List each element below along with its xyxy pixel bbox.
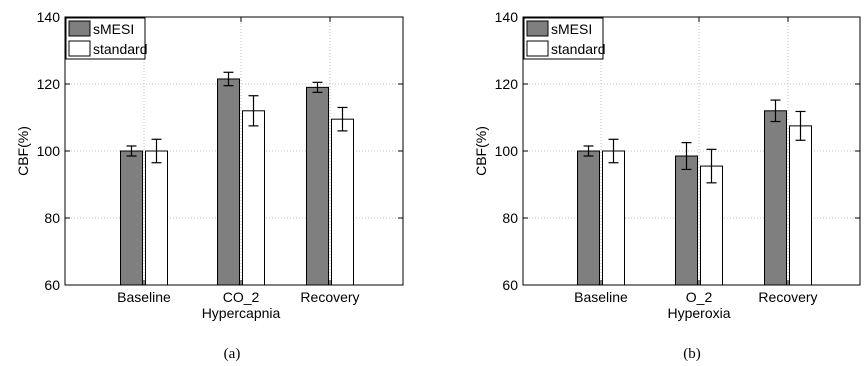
y-tick-label: 120 — [495, 76, 519, 92]
y-axis-label: CBF(%) — [473, 126, 489, 176]
y-tick-label: 120 — [37, 76, 61, 92]
y-tick-label: 100 — [37, 143, 61, 159]
legend: sMESI standard — [65, 17, 147, 60]
error-bar-standard-Recovery — [795, 110, 806, 141]
bar-standard-CO_2 — [242, 110, 265, 286]
legend-label-standard: standard — [551, 41, 605, 57]
error-bar-sMESI-CO_2 — [223, 71, 234, 87]
chart-panel-1: 60 80 100 120 140 Baseline CO_2 Recovery Hyperca… — [15, 9, 404, 362]
y-tick-label: 80 — [44, 210, 60, 226]
x-tick-label: Baseline — [574, 289, 628, 305]
y-tick-label: 100 — [495, 143, 519, 159]
y-tick-label: 60 — [44, 277, 60, 293]
error-bar-sMESI-Recovery — [312, 81, 323, 93]
y-tick-label: 140 — [37, 9, 61, 25]
x-tick-label: Recovery — [300, 289, 359, 305]
bar-standard-Recovery — [789, 125, 812, 286]
panel-caption: (b) — [683, 346, 701, 362]
x-tick-label: CO_2 — [223, 289, 260, 305]
legend-label-standard: standard — [93, 41, 147, 57]
legend-swatch-standard — [526, 40, 549, 57]
bar-sMESI-Baseline — [577, 150, 600, 286]
bar-standard-Baseline — [602, 150, 625, 286]
bar-standard-O_2 — [700, 165, 723, 286]
error-bar-sMESI-Baseline — [583, 145, 594, 157]
legend: sMESI standard — [523, 17, 605, 60]
y-tick-label: 140 — [495, 9, 519, 25]
x-tick-label: O_2 — [686, 289, 713, 305]
legend-swatch-sMESI — [526, 20, 549, 37]
x-tick-label: Recovery — [758, 289, 817, 305]
error-bar-sMESI-Recovery — [770, 99, 781, 123]
error-bar-standard-CO_2 — [248, 95, 259, 127]
error-bar-standard-Baseline — [608, 138, 619, 164]
chart-panel-2: 60 80 100 120 140 Baseline O_2 Recovery Hyperoxi… — [473, 9, 861, 362]
bar-sMESI-Recovery — [764, 110, 787, 286]
bar-standard-Baseline — [145, 150, 168, 286]
bar-sMESI-CO_2 — [217, 78, 240, 286]
legend-label-sMESI: sMESI — [551, 21, 592, 37]
error-bar-standard-Recovery — [337, 106, 348, 132]
bar-sMESI-Baseline — [120, 150, 143, 286]
x-axis-label: Hypercapnia — [202, 305, 281, 321]
y-tick-label: 80 — [502, 210, 518, 226]
error-bar-standard-O_2 — [706, 148, 717, 184]
legend-swatch-standard — [68, 40, 91, 57]
bar-sMESI-Recovery — [306, 86, 329, 286]
bar-sMESI-O_2 — [675, 155, 698, 286]
legend-swatch-sMESI — [68, 20, 91, 37]
x-tick-label: Baseline — [117, 289, 171, 305]
y-tick-label: 60 — [502, 277, 518, 293]
error-bar-sMESI-Baseline — [126, 145, 137, 157]
y-axis-label: CBF(%) — [15, 126, 31, 176]
legend-label-sMESI: sMESI — [93, 21, 134, 37]
x-axis-label: Hyperoxia — [667, 305, 730, 321]
panel-caption: (a) — [224, 346, 241, 362]
error-bar-standard-Baseline — [151, 138, 162, 164]
bar-standard-Recovery — [331, 118, 354, 286]
error-bar-sMESI-O_2 — [681, 142, 692, 171]
